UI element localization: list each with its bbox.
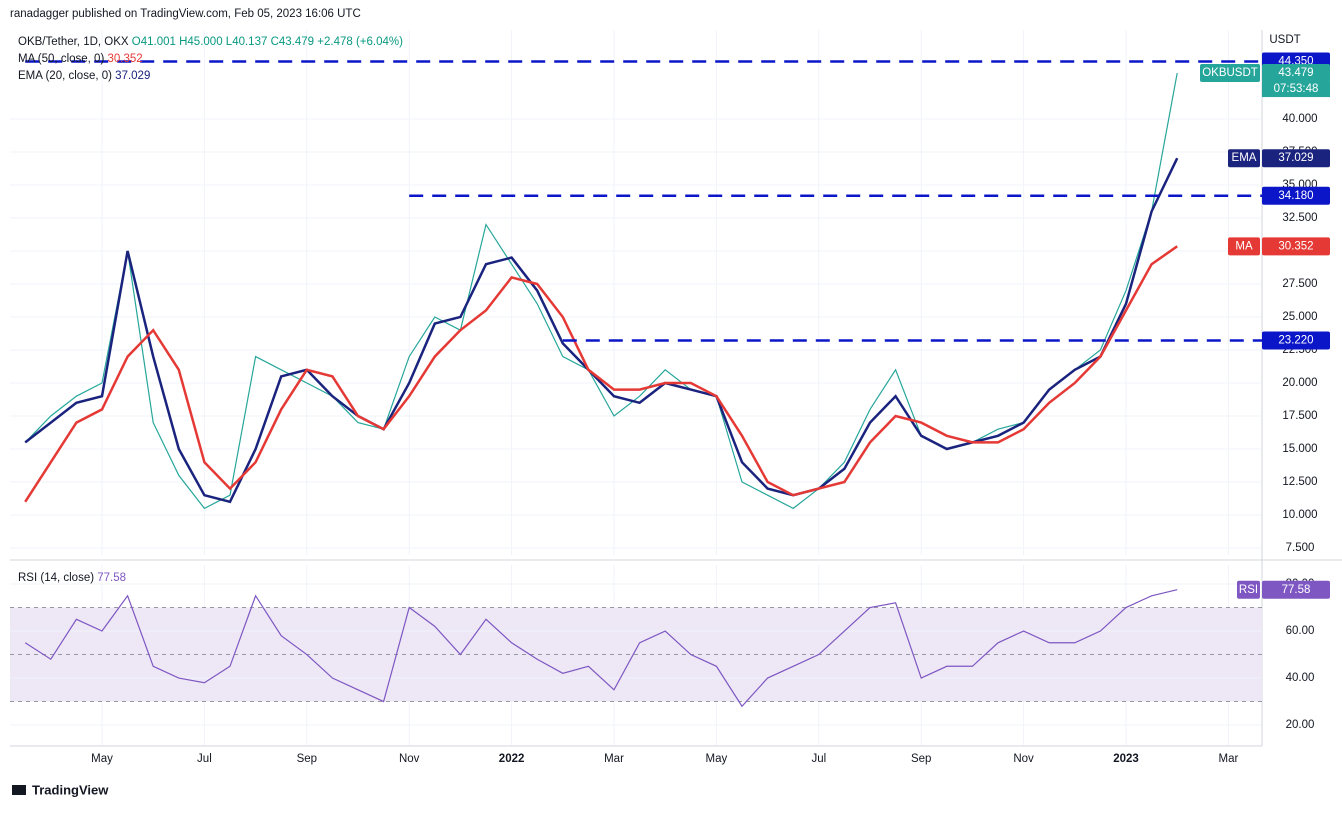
logo <box>12 785 26 795</box>
series-name-label-box <box>1228 237 1260 256</box>
axis-unit: USDT <box>1269 34 1300 46</box>
y-tick-label: 25.000 <box>1282 311 1317 323</box>
series-name-label: EMA <box>1232 152 1257 164</box>
x-tick-label: May <box>706 753 728 765</box>
level-label: 34.180 <box>1278 190 1313 202</box>
last-value-label-box <box>1262 149 1330 168</box>
indicator-value: 37.029 <box>115 70 150 82</box>
y-tick-label: 15.000 <box>1282 443 1317 455</box>
x-tick-label: Nov <box>399 753 420 765</box>
level-label: 23.220 <box>1278 335 1313 347</box>
y-tick-label: 12.500 <box>1282 476 1317 488</box>
ohlc-value: L40.137 <box>226 36 268 48</box>
indicator-value: 77.58 <box>97 572 126 584</box>
indicator-name: EMA (20, close, 0) <box>18 70 112 82</box>
indicator-legend: EMA (20, close, 0) 37.029 <box>18 70 150 82</box>
series-line <box>24 157 1179 504</box>
last-value-label: 30.352 <box>1278 240 1313 252</box>
x-tick-label: Sep <box>297 753 317 765</box>
series-name-label-box <box>1228 149 1260 168</box>
x-tick-label: Jul <box>811 753 826 765</box>
y-tick-label: 40.00 <box>1286 672 1315 684</box>
y-tick-label: 27.500 <box>1282 278 1317 290</box>
y-tick-label: 17.500 <box>1282 410 1317 422</box>
y-tick-label: 20.00 <box>1286 719 1315 731</box>
y-tick-label: 60.00 <box>1286 625 1315 637</box>
last-value-label: 37.029 <box>1278 152 1313 164</box>
x-tick-label: 2023 <box>1113 753 1139 765</box>
last-value-label-box <box>1262 580 1330 599</box>
x-tick-label: Mar <box>604 753 624 765</box>
ohlc-value: O41.001 <box>132 36 176 48</box>
x-tick-label: Nov <box>1013 753 1034 765</box>
x-tick-label: Mar <box>1218 753 1238 765</box>
indicator-legend: RSI (14, close) 77.58 <box>18 572 126 584</box>
level-label-box <box>1262 186 1330 205</box>
indicator-legend: MA (50, close, 0) 30.352 <box>18 53 143 65</box>
y-tick-label: 10.000 <box>1282 509 1317 521</box>
y-tick-label: 7.500 <box>1286 542 1315 554</box>
last-value-label-box <box>1262 64 1330 83</box>
countdown: 07:53:48 <box>1274 83 1319 95</box>
brand: TradingView <box>12 782 109 797</box>
countdown-box <box>1262 81 1330 98</box>
y-tick-label: 40.000 <box>1282 113 1317 125</box>
series-name-label-box <box>1200 64 1260 83</box>
x-tick-label: May <box>91 753 113 765</box>
series-line <box>24 72 1178 510</box>
x-tick-label: Jul <box>197 753 212 765</box>
last-value-label-box <box>1262 237 1330 256</box>
series-name-label-box <box>1237 580 1260 599</box>
last-value-label: 43.479 <box>1278 67 1313 79</box>
series-line <box>24 589 1178 708</box>
indicator-value: 30.352 <box>108 53 143 65</box>
symbol: OKB/Tether, 1D, OKX <box>18 36 129 48</box>
series-name-label: OKBUSDT <box>1202 67 1258 79</box>
x-tick-label: Sep <box>911 753 931 765</box>
ohlc-value: H45.000 <box>179 36 222 48</box>
ohlc-value: +2.478 (+6.04%) <box>317 36 403 48</box>
x-tick-label: 2022 <box>499 753 525 765</box>
y-tick-label: 20.000 <box>1282 377 1317 389</box>
y-tick-label: 32.500 <box>1282 212 1317 224</box>
last-value-label: 77.58 <box>1282 584 1311 596</box>
series-line <box>24 245 1178 503</box>
series-name-label: RSI <box>1239 584 1258 596</box>
series-name-label: MA <box>1235 240 1253 252</box>
publisher: ranadagger published on TradingView.com,… <box>10 8 361 20</box>
legend-title: OKB/Tether, 1D, OKX O41.001 H45.000 L40.… <box>18 36 403 48</box>
indicator-name: RSI (14, close) <box>18 572 94 584</box>
level-label-box <box>1262 331 1330 350</box>
ohlc-value: C43.479 <box>271 36 314 48</box>
brand-text: TradingView <box>32 782 109 797</box>
indicator-name: MA (50, close, 0) <box>18 53 104 65</box>
